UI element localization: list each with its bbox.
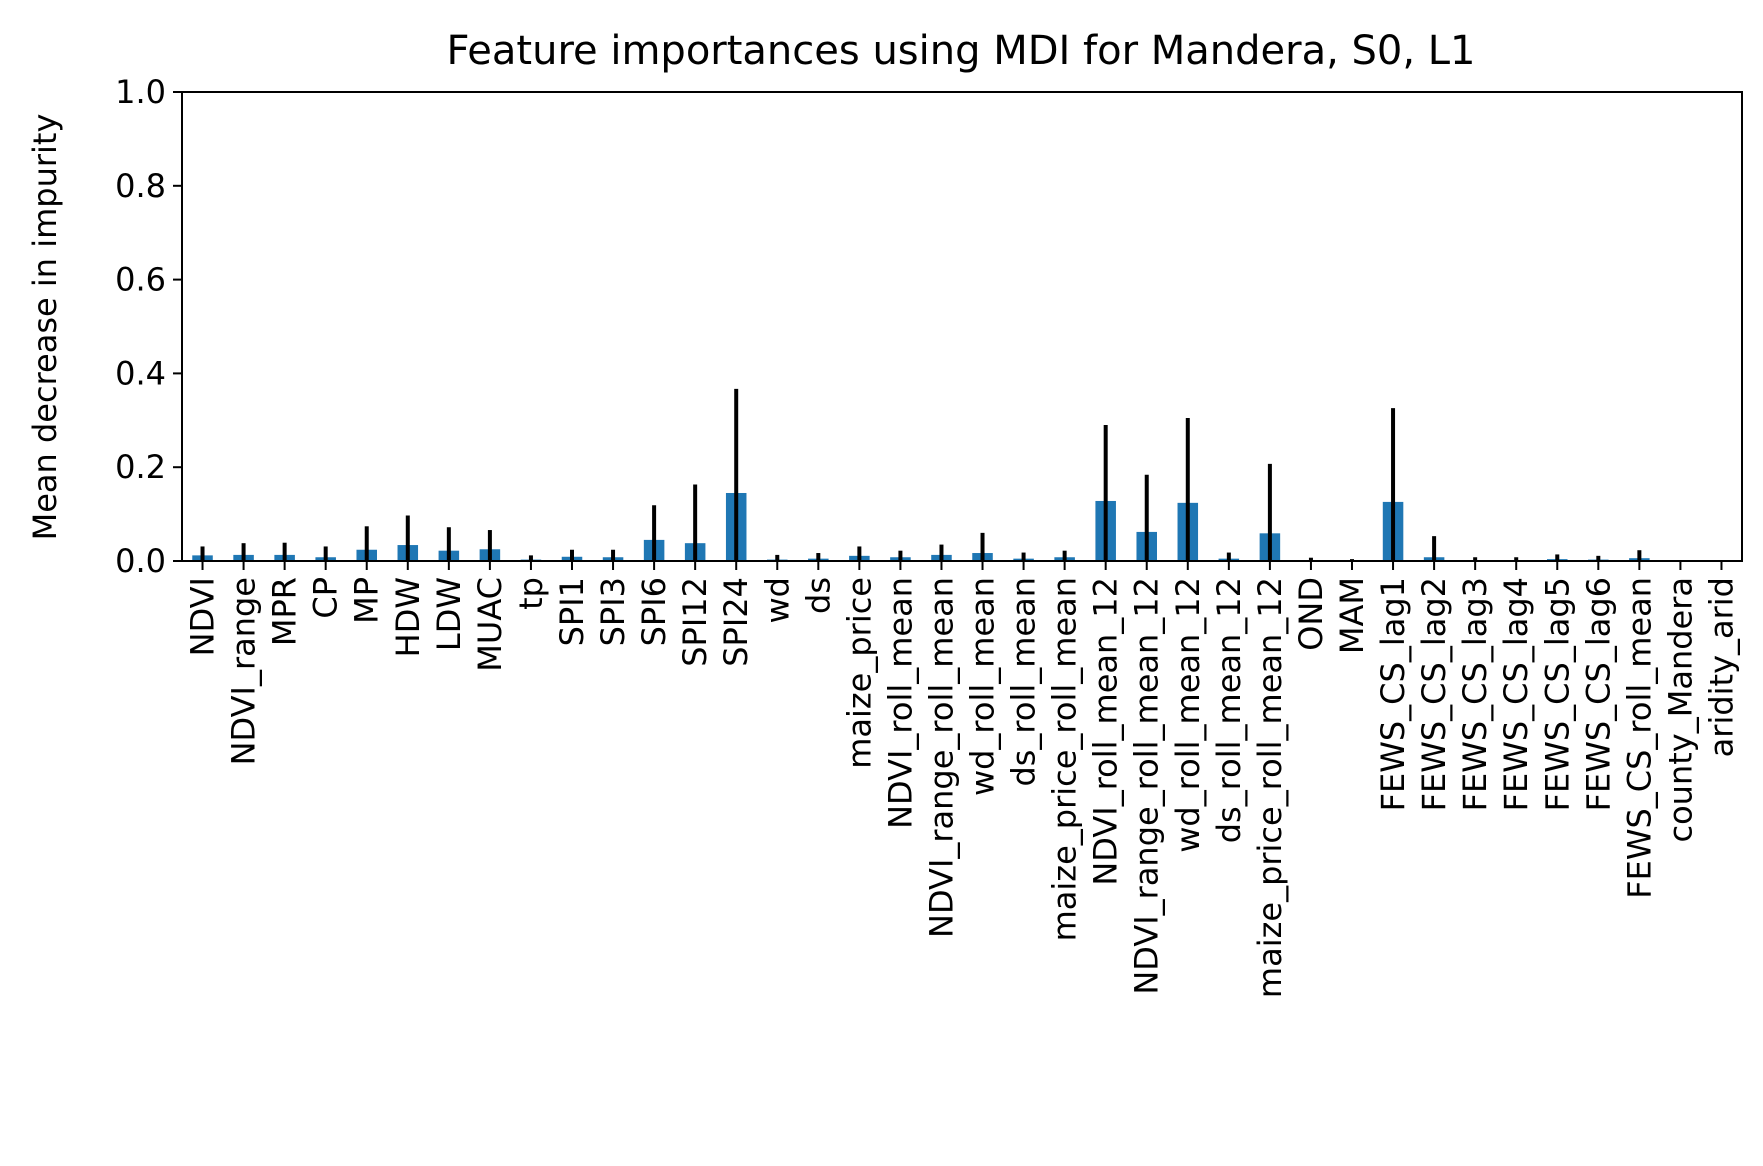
- x-tick-label: LDW: [430, 577, 468, 651]
- x-tick-label: ds_roll_mean: [1005, 577, 1043, 787]
- x-tick-label: FEWS_CS_lag6: [1579, 577, 1617, 811]
- y-tick-label: 0.4: [115, 354, 166, 392]
- x-tick-label: CP: [307, 577, 345, 619]
- x-tick-label: MAM: [1333, 577, 1371, 654]
- x-tick-label: maize_price_roll_mean_12: [1251, 577, 1289, 998]
- y-tick-label: 0.6: [115, 261, 166, 299]
- y-tick-label: 0.0: [115, 542, 166, 580]
- x-tick-label: NDVI: [184, 577, 222, 656]
- x-tick-label: NDVI_roll_mean_12: [1087, 577, 1125, 886]
- x-tick-label: wd_roll_mean: [964, 577, 1002, 796]
- x-tick-label: MUAC: [471, 577, 509, 672]
- x-tick-label: county_Mandera: [1661, 577, 1699, 842]
- x-tick-label: NDVI_range_roll_mean_12: [1128, 577, 1166, 995]
- x-tick-label: NDVI_roll_mean: [881, 577, 919, 829]
- x-tick-label: SPI3: [594, 577, 632, 646]
- x-tick-label: aridity_arid: [1702, 577, 1740, 757]
- x-tick-label: maize_price_roll_mean: [1046, 577, 1084, 941]
- x-tick-label: FEWS_CS_lag2: [1415, 577, 1453, 811]
- y-tick-label: 1.0: [115, 73, 166, 111]
- x-tick-label: MP: [348, 577, 386, 624]
- x-tick-label: tp: [512, 577, 550, 610]
- x-tick-label: SPI1: [553, 577, 591, 646]
- x-tick-label: SPI24: [717, 577, 755, 667]
- y-axis-label: Mean decrease in impurity: [26, 114, 64, 541]
- x-tick-label: wd: [758, 577, 796, 623]
- x-tick-label: FEWS_CS_lag4: [1497, 577, 1535, 811]
- x-tick-label: NDVI_range_roll_mean: [922, 577, 960, 938]
- y-tick-label: 0.2: [115, 448, 166, 486]
- x-tick-label: SPI12: [676, 577, 714, 667]
- plot-area: 0.0 0.2 0.4 0.6 0.8 1.0 NDVI NDVI_range MPR CP MP H…: [115, 73, 1740, 998]
- plot-frame: [181, 91, 1743, 562]
- x-tick-label: FEWS_CS_lag5: [1538, 577, 1576, 811]
- x-tick-label: maize_price: [840, 577, 878, 769]
- x-tick-label: MPR: [266, 577, 304, 646]
- x-tick-label: FEWS_CS_lag1: [1374, 577, 1412, 811]
- x-tick-label: ds: [799, 577, 837, 614]
- y-tick-label: 0.8: [115, 167, 166, 205]
- x-tick-label: wd_roll_mean_12: [1169, 577, 1207, 853]
- x-tick-label: HDW: [389, 577, 427, 657]
- x-tick-label: SPI6: [635, 577, 673, 646]
- x-tick-label: FEWS_CS_lag3: [1456, 577, 1494, 811]
- x-tick-label: ds_roll_mean_12: [1210, 577, 1248, 843]
- x-tick-label: OND: [1292, 577, 1330, 651]
- x-tick-label: FEWS_CS_roll_mean: [1620, 577, 1658, 899]
- x-tick-label: NDVI_range: [225, 577, 263, 765]
- chart-title: Feature importances using MDI for Mander…: [446, 28, 1475, 74]
